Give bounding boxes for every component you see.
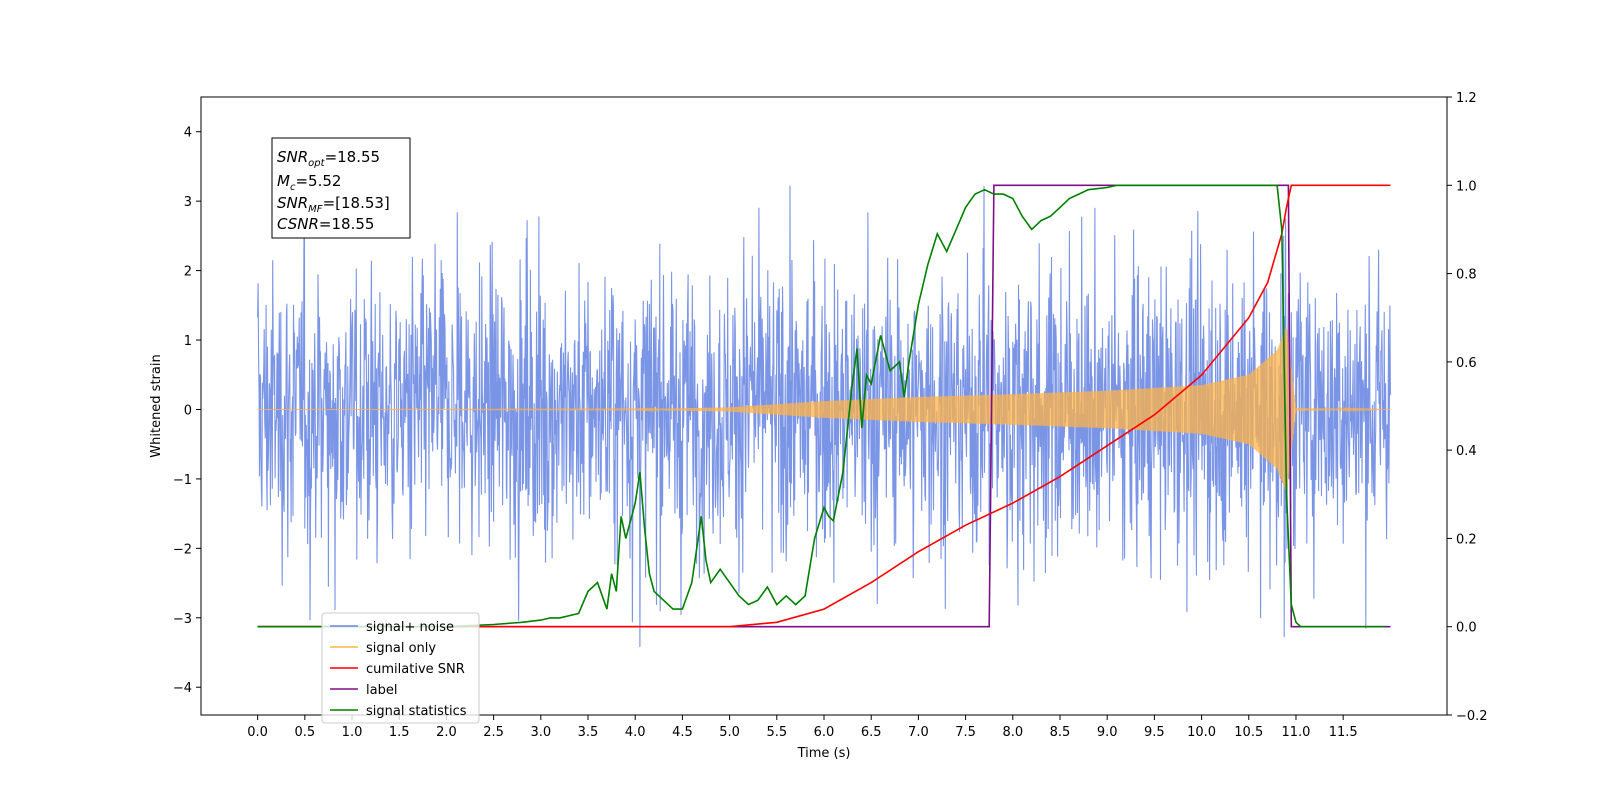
stat-mc: Mc=5.52 <box>277 172 341 193</box>
y-tick-label: −1 <box>173 473 192 488</box>
legend-frame <box>321 612 480 724</box>
x-tick-label: 2.5 <box>483 725 504 740</box>
line-signal-statistics <box>257 184 1386 628</box>
x-tick-label: 1.0 <box>342 725 363 740</box>
x-axis-ticks: 0.0 0.5 1.0 1.5 2.0 2.5 3.0 3.5 4.0 4.5 5.0 5.5 6.0 6… <box>247 715 1358 740</box>
y-axis-label: Whitened strain <box>149 354 164 457</box>
stat-csnr-name: CSNR <box>277 215 319 233</box>
y-tick-label: −2 <box>173 542 192 557</box>
y-tick-label: 3 <box>184 195 192 210</box>
y-tick-label: −4 <box>173 681 192 696</box>
x-tick-label: 3.0 <box>530 725 551 740</box>
x-tick-label: 6.0 <box>814 725 835 740</box>
y-right-tick-label: 0.6 <box>1456 356 1477 371</box>
stats-annotation-box: SNRopt=18.55 Mc=5.52 SNRMF=[18.53] CSNR=… <box>271 137 411 239</box>
y-right-tick-label: 0.2 <box>1456 532 1477 547</box>
legend-label-signal-plus-noise: signal+ noise <box>366 620 454 635</box>
plot-area <box>257 177 1391 647</box>
x-tick-label: 11.0 <box>1281 725 1310 740</box>
stat-snr-opt-name: SNR <box>277 148 308 166</box>
x-tick-label: 10.0 <box>1187 725 1216 740</box>
y-tick-label: −3 <box>173 612 192 627</box>
stat-snr-mf-value: =[18.53] <box>323 194 390 212</box>
x-tick-label: 8.5 <box>1050 725 1071 740</box>
stats-box-frame <box>271 137 411 239</box>
series-signal-only <box>257 327 1391 493</box>
x-tick-label: 11.5 <box>1329 725 1358 740</box>
y-tick-label: 4 <box>184 126 192 141</box>
x-tick-label: 7.0 <box>908 725 929 740</box>
x-tick-label: 2.0 <box>436 725 457 740</box>
legend-label-label: label <box>366 683 397 698</box>
stat-snr-mf-name: SNR <box>277 194 308 212</box>
x-tick-label: 10.5 <box>1234 725 1263 740</box>
stat-mc-name: M <box>277 172 290 190</box>
y-tick-label: 1 <box>184 334 192 349</box>
stat-snr-opt: SNRopt=18.55 <box>277 148 380 169</box>
legend-label-signal-only: signal only <box>366 641 436 656</box>
y-axis-left-ticks: 4 3 2 1 0 −1 −2 −3 −4 <box>173 126 201 696</box>
legend-label-signal-statistics: signal statistics <box>366 704 467 719</box>
stat-mc-value: =5.52 <box>295 172 341 190</box>
x-tick-label: 9.0 <box>1097 725 1118 740</box>
stat-csnr-value: =18.55 <box>319 215 375 233</box>
x-axis-label: Time (s) <box>797 746 851 761</box>
x-tick-label: 1.5 <box>389 725 410 740</box>
x-tick-label: 0.5 <box>294 725 315 740</box>
x-tick-label: 0.0 <box>247 725 268 740</box>
y-axis-right-ticks: 1.2 1.0 0.8 0.6 0.4 0.2 0.0 −0.2 <box>1447 91 1488 724</box>
stat-snr-opt-sub: opt <box>308 158 325 169</box>
line-signal-only <box>257 327 1391 493</box>
x-tick-label: 5.5 <box>766 725 787 740</box>
stat-snr-mf-sub: MF <box>308 204 323 215</box>
x-tick-label: 5.0 <box>719 725 740 740</box>
stat-mc-sub: c <box>290 182 296 193</box>
y-tick-label: 0 <box>184 403 192 418</box>
y-right-tick-label: 1.0 <box>1456 179 1477 194</box>
x-tick-label: 4.5 <box>672 725 693 740</box>
legend-label-cumilative-snr: cumilative SNR <box>366 662 465 677</box>
x-tick-label: 8.0 <box>1002 725 1023 740</box>
stat-snr-opt-value: =18.55 <box>325 148 381 166</box>
y-right-tick-label: 0.8 <box>1456 268 1477 283</box>
y-right-tick-label: 0.0 <box>1456 621 1477 636</box>
y-right-tick-label: 0.4 <box>1456 444 1477 459</box>
y-right-tick-label: 1.2 <box>1456 91 1477 106</box>
x-tick-label: 7.5 <box>955 725 976 740</box>
x-tick-label: 4.0 <box>625 725 646 740</box>
x-tick-label: 6.5 <box>861 725 882 740</box>
stat-snr-mf: SNRMF=[18.53] <box>277 194 390 215</box>
x-tick-label: 3.5 <box>578 725 599 740</box>
y-tick-label: 2 <box>184 265 192 280</box>
series-right-axis-lines <box>257 184 1391 628</box>
legend: signal+ noise signal only cumilative SNR… <box>321 612 480 724</box>
stat-csnr: CSNR=18.55 <box>277 215 374 233</box>
line-cumilative-snr <box>257 184 1391 628</box>
y-right-tick-label: −0.2 <box>1456 709 1488 724</box>
x-tick-label: 9.5 <box>1144 725 1165 740</box>
